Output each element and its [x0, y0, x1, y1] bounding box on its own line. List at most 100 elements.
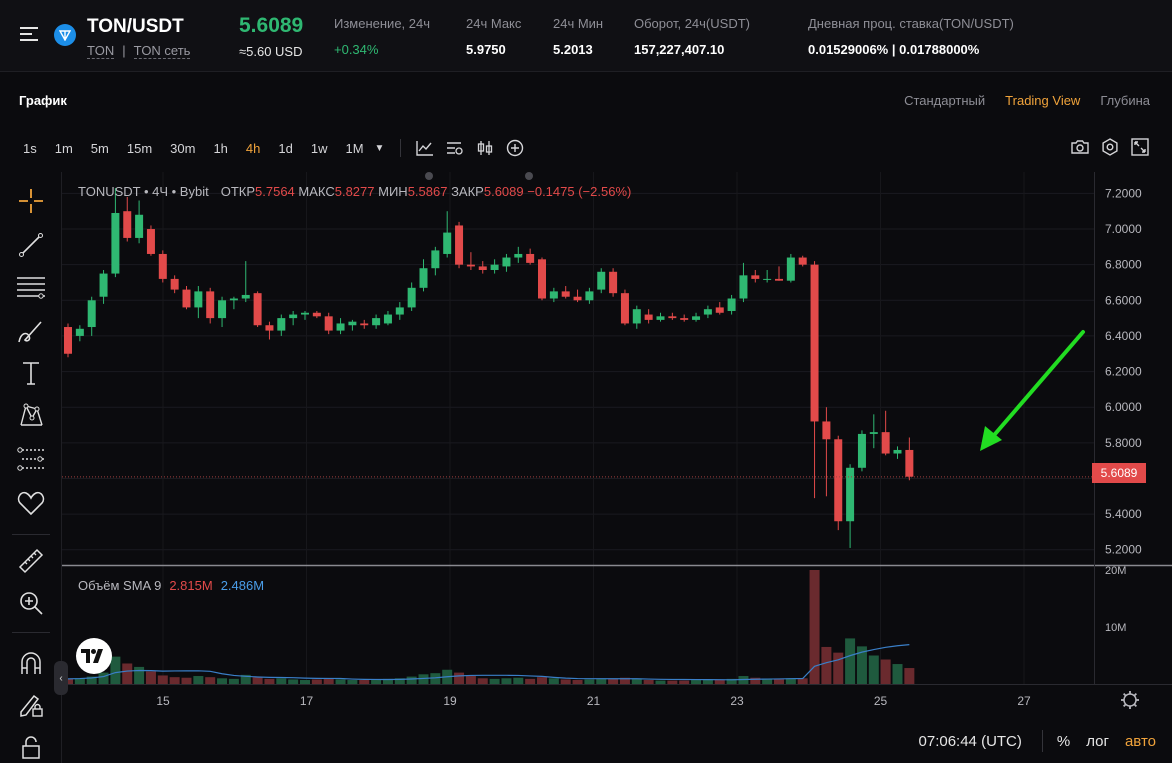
- stat-turnover: Оборот, 24ч(USDT) 157,227,407.10: [634, 16, 750, 57]
- stat-value: 157,227,407.10: [634, 42, 725, 57]
- candle-type-icon[interactable]: [475, 138, 495, 158]
- crosshair-icon[interactable]: [16, 186, 46, 216]
- marker-dot: [525, 172, 533, 180]
- chart-settings-icon[interactable]: [445, 138, 465, 158]
- candle-body: [206, 291, 215, 319]
- volume-tick-label: 10M: [1105, 622, 1126, 634]
- volume-bar: [193, 676, 204, 684]
- candlestick-chart[interactable]: 7.2000 7.0000 6.8000 6.6000 6.4000 6.2000 6.00…: [62, 172, 1172, 763]
- add-compare-icon[interactable]: [505, 138, 525, 158]
- stat-daily-rate: Дневная проц. ставка(TON/USDT) 0.0152900…: [808, 16, 1014, 57]
- annotation-arrow-head: [980, 426, 1002, 451]
- forecast-icon[interactable]: [16, 444, 46, 474]
- candle-body: [668, 316, 677, 319]
- volume-bar: [785, 678, 796, 684]
- ruler-icon[interactable]: [16, 546, 46, 576]
- pair-title[interactable]: TON/USDT: [87, 16, 184, 37]
- gear-tooth: [1122, 692, 1127, 697]
- interval-1M[interactable]: 1M: [345, 140, 364, 156]
- volume-sma-line: [67, 644, 910, 681]
- tab-trading-view[interactable]: Trading View: [1005, 93, 1081, 108]
- candle-body: [407, 287, 416, 308]
- auto-scale-toggle[interactable]: авто: [1124, 732, 1156, 750]
- zoom-in-icon[interactable]: [16, 588, 46, 618]
- fullscreen-icon[interactable]: [1130, 137, 1150, 157]
- volume-bar: [382, 678, 393, 684]
- gear-tooth: [1122, 703, 1127, 708]
- text-tool-icon[interactable]: [16, 358, 46, 388]
- volume-bar: [833, 652, 844, 684]
- volume-bar: [228, 678, 239, 684]
- volume-bar: [217, 678, 228, 684]
- chevron-down-icon[interactable]: ▼: [374, 142, 385, 154]
- pattern-icon[interactable]: [16, 400, 46, 430]
- legend-symbol: TONUSDT • 4Ч • Bybit: [78, 184, 209, 199]
- candle-body: [301, 312, 309, 315]
- interval-5m[interactable]: 5m: [90, 140, 109, 156]
- volume-legend: Объём SMA 9 2.815M 2.486M: [78, 578, 264, 593]
- stat-low: 24ч Мин 5.2013: [553, 16, 603, 57]
- tab-standard[interactable]: Стандартный: [904, 93, 986, 108]
- base-asset-link[interactable]: TON: [87, 43, 115, 59]
- interval-1m[interactable]: 1m: [54, 140, 73, 156]
- edit-lock-icon[interactable]: [16, 690, 46, 720]
- utc-clock[interactable]: 07:06:44 (UTC): [918, 732, 1022, 750]
- volume-bar: [145, 671, 156, 684]
- candle-body: [312, 312, 321, 317]
- axis-settings-icon[interactable]: [1121, 691, 1139, 709]
- pair-subtitle: TON | TON сеть: [87, 43, 191, 59]
- candle-body: [64, 327, 72, 354]
- trend-line-icon[interactable]: [16, 230, 46, 260]
- lock-icon[interactable]: [16, 732, 46, 762]
- stat-value: 5.2013: [553, 42, 593, 57]
- tradingview-logo-icon[interactable]: [76, 638, 112, 674]
- stat-high: 24ч Макс 5.9750: [466, 16, 521, 57]
- candle-body: [763, 278, 772, 280]
- stat-value: 5.9750: [466, 42, 506, 57]
- collapse-toolbar-button[interactable]: ‹: [54, 661, 68, 695]
- interval-30m[interactable]: 30m: [170, 140, 196, 156]
- gear-tooth: [1133, 703, 1138, 708]
- candle-body: [905, 449, 914, 477]
- candle-body: [609, 271, 618, 294]
- heart-icon[interactable]: [16, 488, 46, 518]
- network-link[interactable]: TON сеть: [133, 43, 191, 59]
- brush-icon[interactable]: [16, 316, 46, 346]
- interval-4h[interactable]: 4h: [245, 140, 261, 156]
- camera-icon[interactable]: [1070, 137, 1090, 157]
- indicators-icon[interactable]: [415, 138, 435, 158]
- magnet-icon[interactable]: [16, 648, 46, 678]
- volume-bar: [323, 678, 334, 684]
- interval-1d[interactable]: 1d: [278, 140, 293, 156]
- view-tabs: Стандартный Trading View Глубина: [904, 93, 1150, 108]
- volume-bar: [513, 677, 524, 684]
- menu-icon[interactable]: [20, 27, 38, 43]
- tab-depth[interactable]: Глубина: [1100, 93, 1150, 108]
- interval-15m[interactable]: 15m: [126, 140, 153, 156]
- candle-body: [455, 225, 464, 265]
- stat-value: 0.01529006% | 0.01788000%: [808, 42, 980, 57]
- percent-scale-toggle[interactable]: %: [1056, 732, 1071, 750]
- interval-1w[interactable]: 1w: [310, 140, 328, 156]
- legend-high: 5.8277: [334, 184, 375, 199]
- interval-1h[interactable]: 1h: [213, 140, 228, 156]
- volume-bar: [679, 680, 690, 684]
- volume-tick-label: 20M: [1105, 565, 1126, 577]
- candle-body: [372, 318, 381, 326]
- candle-body: [620, 293, 629, 324]
- y-tick-label: 7.2000: [1105, 186, 1142, 200]
- candle-body: [751, 275, 760, 279]
- interval-1s[interactable]: 1s: [23, 140, 37, 156]
- gear-icon[interactable]: [1100, 137, 1120, 157]
- x-tick-label: 27: [1017, 694, 1031, 708]
- candle-body: [502, 257, 511, 267]
- log-scale-toggle[interactable]: лог: [1086, 732, 1109, 750]
- y-tick-label: 6.6000: [1105, 293, 1142, 307]
- horizontal-lines-icon[interactable]: [16, 272, 46, 302]
- volume-bar: [122, 663, 133, 684]
- x-tick-label: 23: [730, 694, 744, 708]
- ton-logo-icon: [54, 24, 76, 46]
- ohlc-legend: TONUSDT • 4Ч • Bybit ОТКР5.7564 МАКС5.82…: [78, 184, 631, 199]
- chart-canvas[interactable]: 7.2000 7.0000 6.8000 6.6000 6.4000 6.2000 6.00…: [54, 172, 1172, 763]
- volume-bar: [856, 646, 867, 684]
